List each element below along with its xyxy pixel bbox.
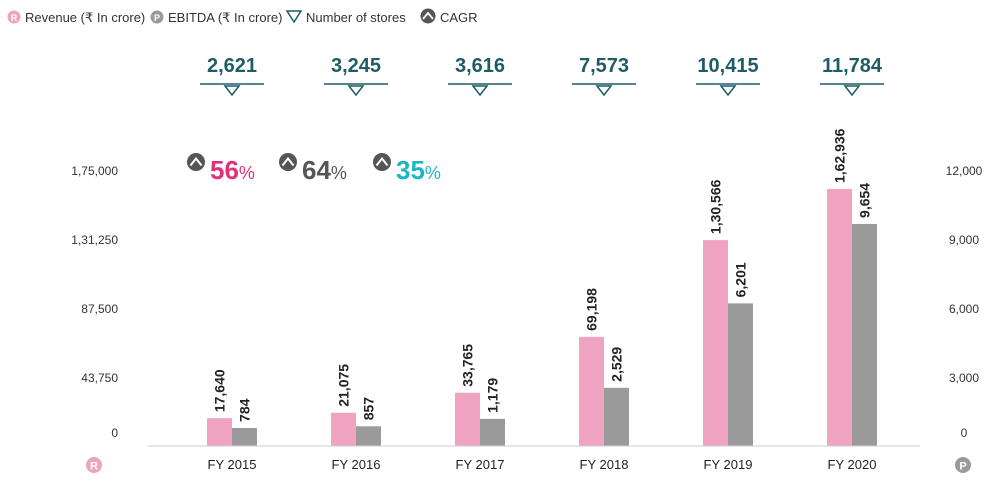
cagr-icon [279, 153, 297, 171]
triangle-down-icon [471, 85, 489, 97]
revenue-badge-letter: R [11, 13, 18, 23]
category-label: FY 2019 [704, 457, 753, 472]
legend-revenue-label: Revenue (₹ In crore) [25, 10, 145, 25]
category-labels: FY 2015 FY 2016 FY 2017 FY 2018 FY 2019 FY 20… [208, 457, 877, 472]
ebitda-value-label: 2,529 [609, 347, 625, 382]
revenue-badge-icon [7, 10, 21, 24]
cagr-item: 56% [187, 153, 255, 185]
legend-cagr: CAGR [420, 8, 478, 25]
stores-row: 2,621 3,245 3,616 7,573 10,415 11,784 [200, 55, 884, 97]
rupee-badge-icon [86, 457, 102, 473]
revenue-value-label: 69,198 [584, 288, 600, 331]
cagr-row: 56% 64% 35% [187, 153, 441, 185]
right-tick-label: 3,000 [949, 371, 979, 385]
revenue-bar [455, 392, 480, 446]
ebitda-badge-letter: P [154, 13, 160, 23]
cagr-icon [420, 8, 436, 24]
triangle-down-icon [223, 85, 241, 97]
left-badge-letter: R [90, 461, 98, 473]
triangle-down-icon [595, 85, 613, 97]
cagr-item: 64% [279, 153, 347, 185]
cagr-icon [373, 153, 391, 171]
legend: R Revenue (₹ In crore) P EBITDA (₹ In cr… [7, 8, 478, 25]
value-labels: 17,640 784 21,075 857 33,765 1,179 69,198 2,529… [212, 128, 873, 422]
legend-stores: Number of stores [285, 10, 406, 25]
revenue-value-label: 17,640 [212, 369, 228, 412]
right-tick-label: 9,000 [949, 233, 979, 247]
cagr-item: 35% [373, 153, 441, 185]
right-badge-letter: P [959, 461, 966, 473]
legend-revenue: R Revenue (₹ In crore) [7, 10, 145, 25]
right-tick-label: 0 [961, 426, 968, 440]
legend-stores-label: Number of stores [306, 10, 406, 25]
store-count: 2,621 [200, 55, 264, 97]
ebitda-bar [728, 303, 753, 446]
legend-cagr-label: CAGR [440, 10, 478, 25]
revenue-value-label: 21,075 [336, 364, 352, 407]
store-count-value: 7,573 [579, 55, 629, 77]
ebitda-value-label: 9,654 [857, 183, 873, 218]
bars [207, 189, 877, 446]
right-tick-label: 6,000 [949, 302, 979, 316]
ebitda-bar [852, 223, 877, 446]
triangle-down-icon [719, 85, 737, 97]
revenue-value-label: 1,62,936 [832, 128, 848, 183]
legend-ebitda: P EBITDA (₹ In crore) [150, 10, 282, 25]
category-label: FY 2020 [828, 457, 877, 472]
store-count: 7,573 [572, 55, 636, 97]
store-count: 3,616 [448, 55, 512, 97]
store-count: 3,245 [324, 55, 388, 97]
ebitda-bar [480, 418, 505, 446]
left-tick-label: 0 [111, 426, 118, 440]
store-count-value: 3,245 [331, 55, 381, 77]
store-count-value: 2,621 [207, 55, 257, 77]
left-tick-label: 1,75,000 [71, 164, 118, 178]
revenue-value-label: 1,30,566 [708, 179, 724, 234]
cagr-icon [187, 153, 205, 171]
category-label: FY 2018 [580, 457, 629, 472]
store-count: 10,415 [696, 55, 760, 97]
store-count: 11,784 [820, 55, 884, 97]
ebitda-value-label: 6,201 [733, 262, 749, 297]
revenue-bar [827, 189, 852, 446]
ebitda-value-label: 857 [361, 397, 377, 421]
store-count-value: 3,616 [455, 55, 505, 77]
legend-ebitda-label: EBITDA (₹ In crore) [168, 10, 282, 25]
store-count-value: 11,784 [822, 55, 883, 77]
profit-badge-icon [955, 457, 971, 473]
triangle-down-icon [843, 85, 861, 97]
cagr-value: 64% [302, 155, 347, 185]
ebitda-bar [604, 387, 629, 446]
ebitda-bar [232, 427, 257, 446]
category-label: FY 2016 [332, 457, 381, 472]
revenue-bar [207, 418, 232, 446]
left-tick-label: 43,750 [81, 371, 118, 385]
ebitda-bar [356, 426, 381, 446]
category-label: FY 2017 [456, 457, 505, 472]
right-axis: 0 3,000 6,000 9,000 12,000 [946, 164, 983, 440]
triangle-down-icon [285, 10, 303, 24]
ebitda-value-label: 784 [237, 398, 253, 422]
revenue-value-label: 33,765 [460, 344, 476, 387]
revenue-bar [331, 412, 356, 446]
cagr-value: 56% [210, 155, 255, 185]
left-axis: 0 43,750 87,500 1,31,250 1,75,000 [71, 164, 118, 440]
triangle-down-icon [347, 85, 365, 97]
left-axis-badge: R [86, 457, 102, 473]
ebitda-badge-icon [150, 10, 164, 24]
left-tick-label: 1,31,250 [71, 233, 118, 247]
right-tick-label: 12,000 [946, 164, 983, 178]
cagr-value: 35% [396, 155, 441, 185]
right-axis-badge: P [955, 457, 971, 473]
left-tick-label: 87,500 [81, 302, 118, 316]
store-count-value: 10,415 [697, 55, 758, 77]
revenue-bar [579, 336, 604, 446]
revenue-bar [703, 240, 728, 446]
ebitda-value-label: 1,179 [485, 378, 501, 413]
category-label: FY 2015 [208, 457, 257, 472]
